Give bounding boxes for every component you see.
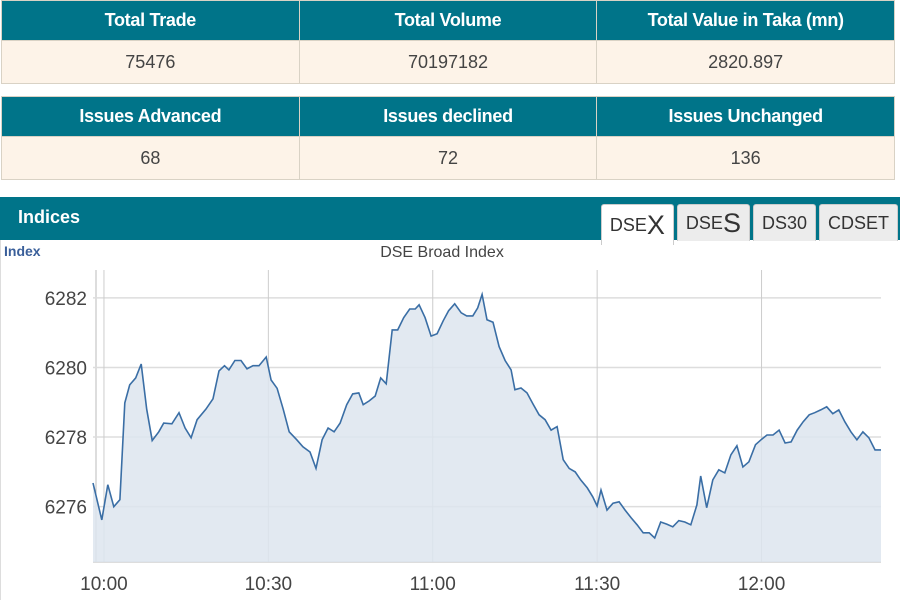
tab-ds30[interactable]: DS30 xyxy=(752,204,816,241)
y-axis-label: Index xyxy=(4,243,41,259)
header-total-trade: Total Trade xyxy=(1,0,300,41)
index-chart: Index DSE Broad Index 6276 6278 6280 6282 10… xyxy=(0,240,899,600)
y-tick-label: 6280 xyxy=(45,358,87,379)
header-issues-advanced: Issues Advanced xyxy=(1,96,300,137)
x-tick-label: 12:00 xyxy=(738,574,786,595)
x-tick-label: 10:00 xyxy=(80,574,128,595)
header-issues-declined: Issues declined xyxy=(298,96,598,137)
tab-dsex[interactable]: DSE X xyxy=(600,204,674,245)
x-tick-label: 10:30 xyxy=(245,574,293,595)
tab-label-prefix: DSE xyxy=(685,212,723,233)
y-tick-label: 6278 xyxy=(45,428,87,449)
chart-title: DSE Broad Index xyxy=(380,244,504,261)
tab-cdset[interactable]: CDSET xyxy=(818,204,898,241)
header-total-volume: Total Volume xyxy=(298,0,598,41)
x-tick-label: 11:30 xyxy=(574,574,620,595)
market-summary-table: Total Trade Total Volume Total Value in … xyxy=(1,0,895,84)
y-tick-label: 6276 xyxy=(45,498,87,519)
series-line xyxy=(92,291,881,540)
value-total-volume: 70197182 xyxy=(298,40,598,84)
header-issues-unchanged: Issues Unchanged xyxy=(596,96,895,137)
tab-dses[interactable]: DSE S xyxy=(676,204,750,241)
tab-label-suffix: X xyxy=(646,209,665,240)
value-issues-unchanged: 136 xyxy=(596,136,895,180)
header-total-value: Total Value in Taka (mn) xyxy=(596,0,895,41)
chart-svg: Index DSE Broad Index 6276 6278 6280 6282 10… xyxy=(4,243,881,595)
value-issues-declined: 72 xyxy=(298,136,598,180)
value-total-trade: 75476 xyxy=(1,40,300,84)
tab-label-prefix: DSE xyxy=(609,214,647,235)
indices-header: Indices xyxy=(0,197,900,240)
area-fill xyxy=(93,294,881,562)
tab-label: DS30 xyxy=(761,212,807,233)
x-tick-label: 11:00 xyxy=(410,574,456,595)
index-tabs: DSE X DSE S DS30 CDSET xyxy=(600,204,898,245)
value-total-value: 2820.897 xyxy=(596,40,895,84)
y-tick-label: 6282 xyxy=(45,289,87,310)
indices-title: Indices xyxy=(18,207,81,227)
issues-table: Issues Advanced Issues declined Issues U… xyxy=(1,96,895,180)
tab-label-suffix: S xyxy=(722,207,741,238)
value-issues-advanced: 68 xyxy=(1,136,300,180)
tab-label: CDSET xyxy=(827,212,889,233)
